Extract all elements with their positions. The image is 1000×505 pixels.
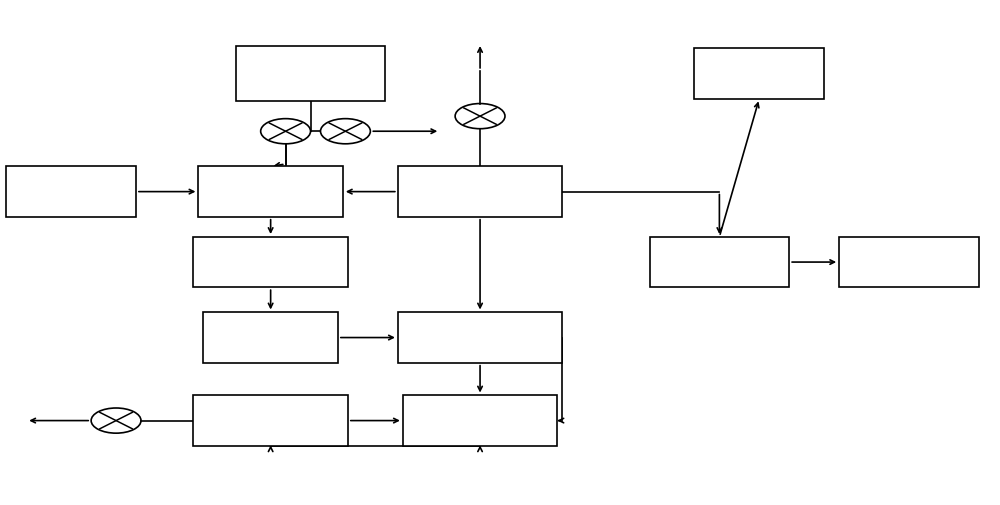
Bar: [398, 167, 562, 217]
Bar: [203, 313, 338, 363]
Bar: [694, 49, 824, 99]
Bar: [198, 167, 343, 217]
Bar: [839, 237, 979, 288]
Bar: [193, 237, 348, 288]
Bar: [403, 395, 557, 446]
Bar: [236, 46, 385, 102]
Bar: [650, 237, 789, 288]
Bar: [6, 167, 136, 217]
Bar: [398, 313, 562, 363]
Bar: [193, 395, 348, 446]
